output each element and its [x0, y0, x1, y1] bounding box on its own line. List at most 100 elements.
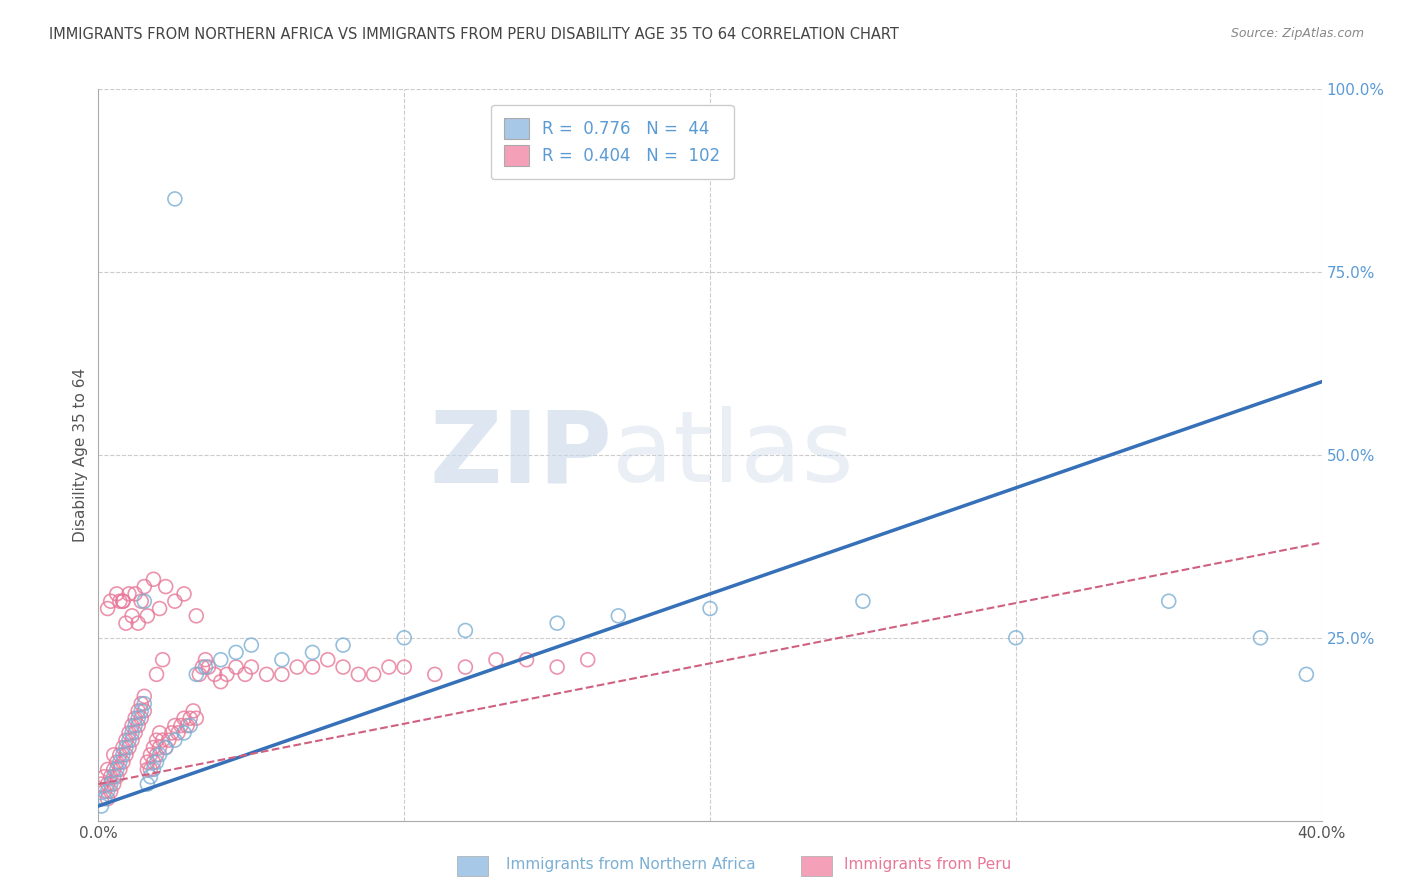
Point [97, 763, 120, 777]
Point [136, 755, 159, 769]
Point [124, 726, 146, 740]
Text: atlas: atlas [612, 407, 853, 503]
Point [149, 726, 172, 740]
Point [115, 733, 138, 747]
Point [129, 711, 152, 725]
Point [115, 740, 138, 755]
Point [163, 594, 186, 608]
Point [152, 653, 174, 667]
Point [134, 580, 156, 594]
Point [215, 667, 238, 681]
Point [115, 616, 138, 631]
Point [170, 718, 193, 732]
Point [142, 740, 165, 755]
Point [129, 697, 152, 711]
Point [100, 784, 122, 798]
Point [127, 718, 149, 732]
Point [145, 747, 167, 762]
Point [191, 660, 214, 674]
Legend: R =  0.776   N =  44, R =  0.404   N =  102: R = 0.776 N = 44, R = 0.404 N = 102 [491, 105, 734, 179]
Point [163, 733, 186, 747]
Point [105, 763, 128, 777]
Point [111, 747, 134, 762]
Point [392, 631, 416, 645]
Point [155, 580, 177, 594]
Point [108, 763, 131, 777]
Text: IMMIGRANTS FROM NORTHERN AFRICA VS IMMIGRANTS FROM PERU DISABILITY AGE 35 TO 64 : IMMIGRANTS FROM NORTHERN AFRICA VS IMMIG… [49, 27, 898, 42]
Point [179, 718, 201, 732]
Point [256, 667, 278, 681]
Point [111, 755, 134, 769]
Point [546, 616, 568, 631]
Point [105, 755, 128, 769]
Point [1249, 631, 1271, 645]
Point [93, 791, 115, 805]
Point [240, 638, 263, 652]
Point [134, 690, 156, 704]
Point [100, 770, 122, 784]
Point [118, 733, 141, 747]
Point [121, 726, 143, 740]
Point [186, 667, 208, 681]
Point [111, 740, 134, 755]
Point [105, 770, 128, 784]
Point [378, 660, 401, 674]
Point [108, 755, 131, 769]
Point [607, 608, 630, 623]
Point [127, 704, 149, 718]
Point [186, 711, 208, 725]
Point [127, 616, 149, 631]
Point [149, 740, 172, 755]
Point [142, 763, 165, 777]
Point [124, 718, 146, 732]
Point [186, 608, 208, 623]
Point [285, 660, 308, 674]
Point [121, 608, 143, 623]
Point [173, 711, 195, 725]
Point [454, 660, 477, 674]
Point [270, 667, 292, 681]
Text: Immigrants from Northern Africa: Immigrants from Northern Africa [506, 857, 756, 872]
Point [103, 747, 125, 762]
Point [347, 667, 370, 681]
Point [181, 704, 204, 718]
Point [152, 733, 174, 747]
Point [155, 740, 177, 755]
Point [454, 624, 477, 638]
Point [576, 653, 599, 667]
Point [142, 755, 165, 769]
Point [97, 777, 120, 791]
Point [423, 667, 446, 681]
Point [90, 791, 112, 805]
Point [124, 711, 146, 725]
Point [127, 711, 149, 725]
Point [103, 770, 125, 784]
Point [145, 733, 167, 747]
Point [108, 594, 131, 608]
Point [188, 667, 211, 681]
Point [485, 653, 508, 667]
Point [93, 770, 115, 784]
Point [332, 660, 354, 674]
Point [121, 718, 143, 732]
Point [163, 192, 186, 206]
Point [363, 667, 385, 681]
Point [118, 740, 141, 755]
Point [134, 697, 156, 711]
Point [163, 718, 186, 732]
Point [124, 587, 146, 601]
Point [157, 733, 180, 747]
Point [136, 763, 159, 777]
Point [129, 704, 152, 718]
Point [392, 660, 416, 674]
Point [301, 645, 323, 659]
Point [233, 667, 256, 681]
Point [225, 645, 247, 659]
Point [173, 587, 195, 601]
Point [139, 770, 162, 784]
Point [301, 660, 323, 674]
Point [516, 653, 538, 667]
Point [149, 601, 172, 615]
Point [167, 726, 190, 740]
Point [105, 587, 128, 601]
